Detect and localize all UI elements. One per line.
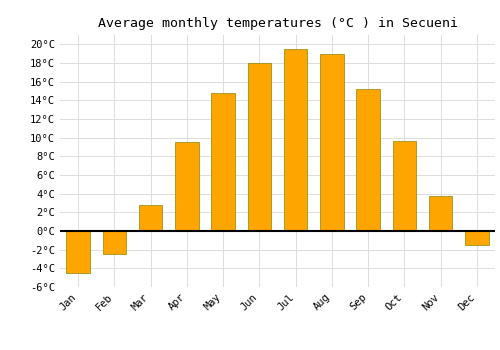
Bar xyxy=(66,231,90,273)
Title: Average monthly temperatures (°C ) in Secueni: Average monthly temperatures (°C ) in Se… xyxy=(98,17,458,30)
Bar xyxy=(102,231,126,254)
Bar xyxy=(248,63,271,231)
Bar xyxy=(139,205,162,231)
Bar xyxy=(320,54,344,231)
Bar xyxy=(356,89,380,231)
Bar xyxy=(284,49,308,231)
Bar xyxy=(212,93,235,231)
Bar xyxy=(175,142,199,231)
Bar xyxy=(392,141,416,231)
Bar xyxy=(465,231,488,245)
Bar xyxy=(429,196,452,231)
